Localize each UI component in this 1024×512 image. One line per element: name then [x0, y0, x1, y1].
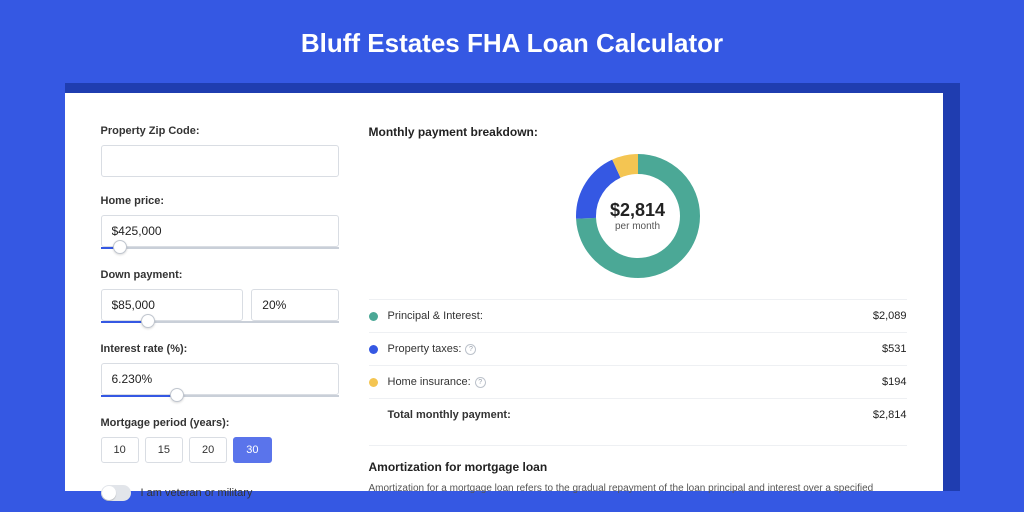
page-title: Bluff Estates FHA Loan Calculator [0, 28, 1024, 59]
mortgage-period-label: Mortgage period (years): [101, 417, 339, 429]
interest-rate-label: Interest rate (%): [101, 343, 339, 355]
legend-row-property-taxes: Property taxes: ? $531 [369, 332, 907, 365]
donut-subtext: per month [615, 221, 660, 232]
amortization-text: Amortization for a mortgage loan refers … [369, 482, 907, 496]
down-payment-field-block: Down payment: [101, 269, 339, 325]
legend-row-principal-interest: Principal & Interest: $2,089 [369, 299, 907, 332]
donut-center: $2,814 per month [573, 151, 703, 281]
zip-label: Property Zip Code: [101, 125, 339, 137]
page-header: Bluff Estates FHA Loan Calculator [0, 0, 1024, 83]
legend-dot [369, 312, 378, 321]
legend-label-text: Home insurance: [388, 376, 471, 388]
period-option-10[interactable]: 10 [101, 437, 139, 463]
calculator-wrap: Property Zip Code: Home price: Down paym… [65, 83, 960, 491]
donut-amount: $2,814 [610, 200, 665, 221]
legend-value: $531 [882, 343, 906, 355]
interest-rate-input[interactable] [101, 363, 339, 395]
legend-label: Principal & Interest: [388, 310, 873, 322]
zip-input[interactable] [101, 145, 339, 177]
amortization-section: Amortization for mortgage loan Amortizat… [369, 445, 907, 496]
legend-dot [369, 345, 378, 354]
mortgage-period-options: 10 15 20 30 [101, 437, 339, 463]
help-icon[interactable]: ? [465, 344, 476, 355]
legend-value: $194 [882, 376, 906, 388]
breakdown-panel: Monthly payment breakdown: $2,814 per [369, 125, 907, 491]
home-price-field-block: Home price: [101, 195, 339, 251]
donut-chart: $2,814 per month [573, 151, 703, 281]
total-value: $2,814 [873, 409, 907, 421]
interest-rate-slider[interactable] [101, 393, 339, 399]
amortization-title: Amortization for mortgage loan [369, 460, 907, 474]
veteran-row: I am veteran or military [101, 485, 339, 501]
donut-chart-wrap: $2,814 per month [369, 151, 907, 281]
toggle-knob [102, 486, 116, 500]
period-option-20[interactable]: 20 [189, 437, 227, 463]
calculator-card: Property Zip Code: Home price: Down paym… [65, 93, 943, 491]
slider-track-line [101, 247, 339, 249]
total-label: Total monthly payment: [388, 409, 873, 421]
legend-total-row: Total monthly payment: $2,814 [369, 398, 907, 431]
page-background: Bluff Estates FHA Loan Calculator Proper… [0, 0, 1024, 512]
breakdown-title: Monthly payment breakdown: [369, 125, 907, 139]
legend-value: $2,089 [873, 310, 907, 322]
period-option-15[interactable]: 15 [145, 437, 183, 463]
slider-thumb[interactable] [141, 314, 155, 328]
interest-rate-field-block: Interest rate (%): [101, 343, 339, 399]
mortgage-period-field-block: Mortgage period (years): 10 15 20 30 [101, 417, 339, 463]
legend-row-home-insurance: Home insurance: ? $194 [369, 365, 907, 398]
home-price-label: Home price: [101, 195, 339, 207]
legend-label: Property taxes: ? [388, 343, 883, 355]
zip-field-block: Property Zip Code: [101, 125, 339, 177]
slider-thumb[interactable] [170, 388, 184, 402]
veteran-toggle[interactable] [101, 485, 131, 501]
form-panel: Property Zip Code: Home price: Down paym… [101, 125, 339, 491]
home-price-input[interactable] [101, 215, 339, 247]
down-payment-pct-input[interactable] [251, 289, 338, 321]
legend-dot [369, 378, 378, 387]
home-price-slider[interactable] [101, 245, 339, 251]
slider-thumb[interactable] [113, 240, 127, 254]
down-payment-slider[interactable] [101, 319, 339, 325]
down-payment-label: Down payment: [101, 269, 339, 281]
period-option-30[interactable]: 30 [233, 437, 271, 463]
legend-label: Home insurance: ? [388, 376, 883, 388]
down-payment-amount-input[interactable] [101, 289, 244, 321]
help-icon[interactable]: ? [475, 377, 486, 388]
veteran-label: I am veteran or military [141, 487, 253, 499]
legend-label-text: Property taxes: [388, 343, 462, 355]
slider-fill [101, 395, 177, 397]
legend-label-text: Principal & Interest: [388, 310, 483, 322]
